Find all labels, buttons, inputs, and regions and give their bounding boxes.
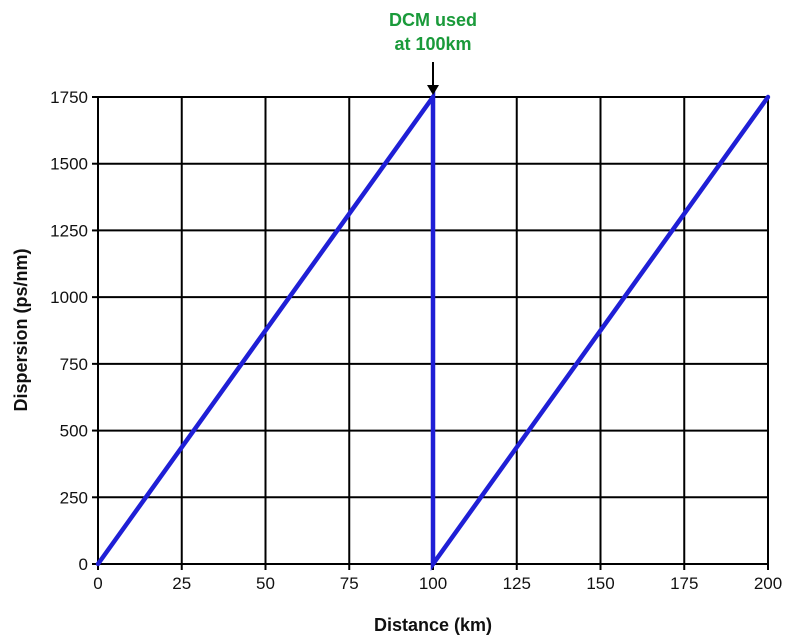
- annotation-text-line: DCM used: [389, 10, 477, 30]
- y-axis-ticks: 0 250 500 750 1000 1250 1500 1750: [50, 88, 98, 574]
- data-point: [430, 94, 436, 100]
- x-tick-label: 25: [172, 574, 191, 593]
- data-point: [430, 561, 436, 567]
- series-line: [96, 90, 770, 571]
- y-tick-label: 750: [60, 355, 88, 374]
- y-tick-label: 0: [79, 555, 88, 574]
- x-tick-label: 200: [754, 574, 782, 593]
- series-layer: [95, 90, 771, 571]
- x-axis-ticks: 0 25 50 75 100 125 150 175 200: [93, 564, 782, 593]
- y-tick-label: 1750: [50, 88, 88, 107]
- x-tick-label: 150: [586, 574, 614, 593]
- x-axis-title: Distance (km): [374, 615, 492, 635]
- y-tick-label: 250: [60, 488, 88, 507]
- data-point: [765, 94, 771, 100]
- x-tick-label: 100: [419, 574, 447, 593]
- x-tick-label: 75: [340, 574, 359, 593]
- y-axis-title: Dispersion (ps/nm): [11, 248, 31, 411]
- x-tick-label: 0: [93, 574, 102, 593]
- y-tick-label: 1000: [50, 288, 88, 307]
- annotation-arrow-head: [427, 85, 439, 95]
- x-tick-label: 50: [256, 574, 275, 593]
- annotation-layer: DCM used at 100km: [389, 10, 477, 95]
- y-tick-label: 1500: [50, 155, 88, 174]
- y-tick-label: 1250: [50, 221, 88, 240]
- x-tick-label: 175: [670, 574, 698, 593]
- data-point: [95, 561, 101, 567]
- annotation-text-line: at 100km: [394, 34, 471, 54]
- x-tick-label: 125: [503, 574, 531, 593]
- y-tick-label: 500: [60, 422, 88, 441]
